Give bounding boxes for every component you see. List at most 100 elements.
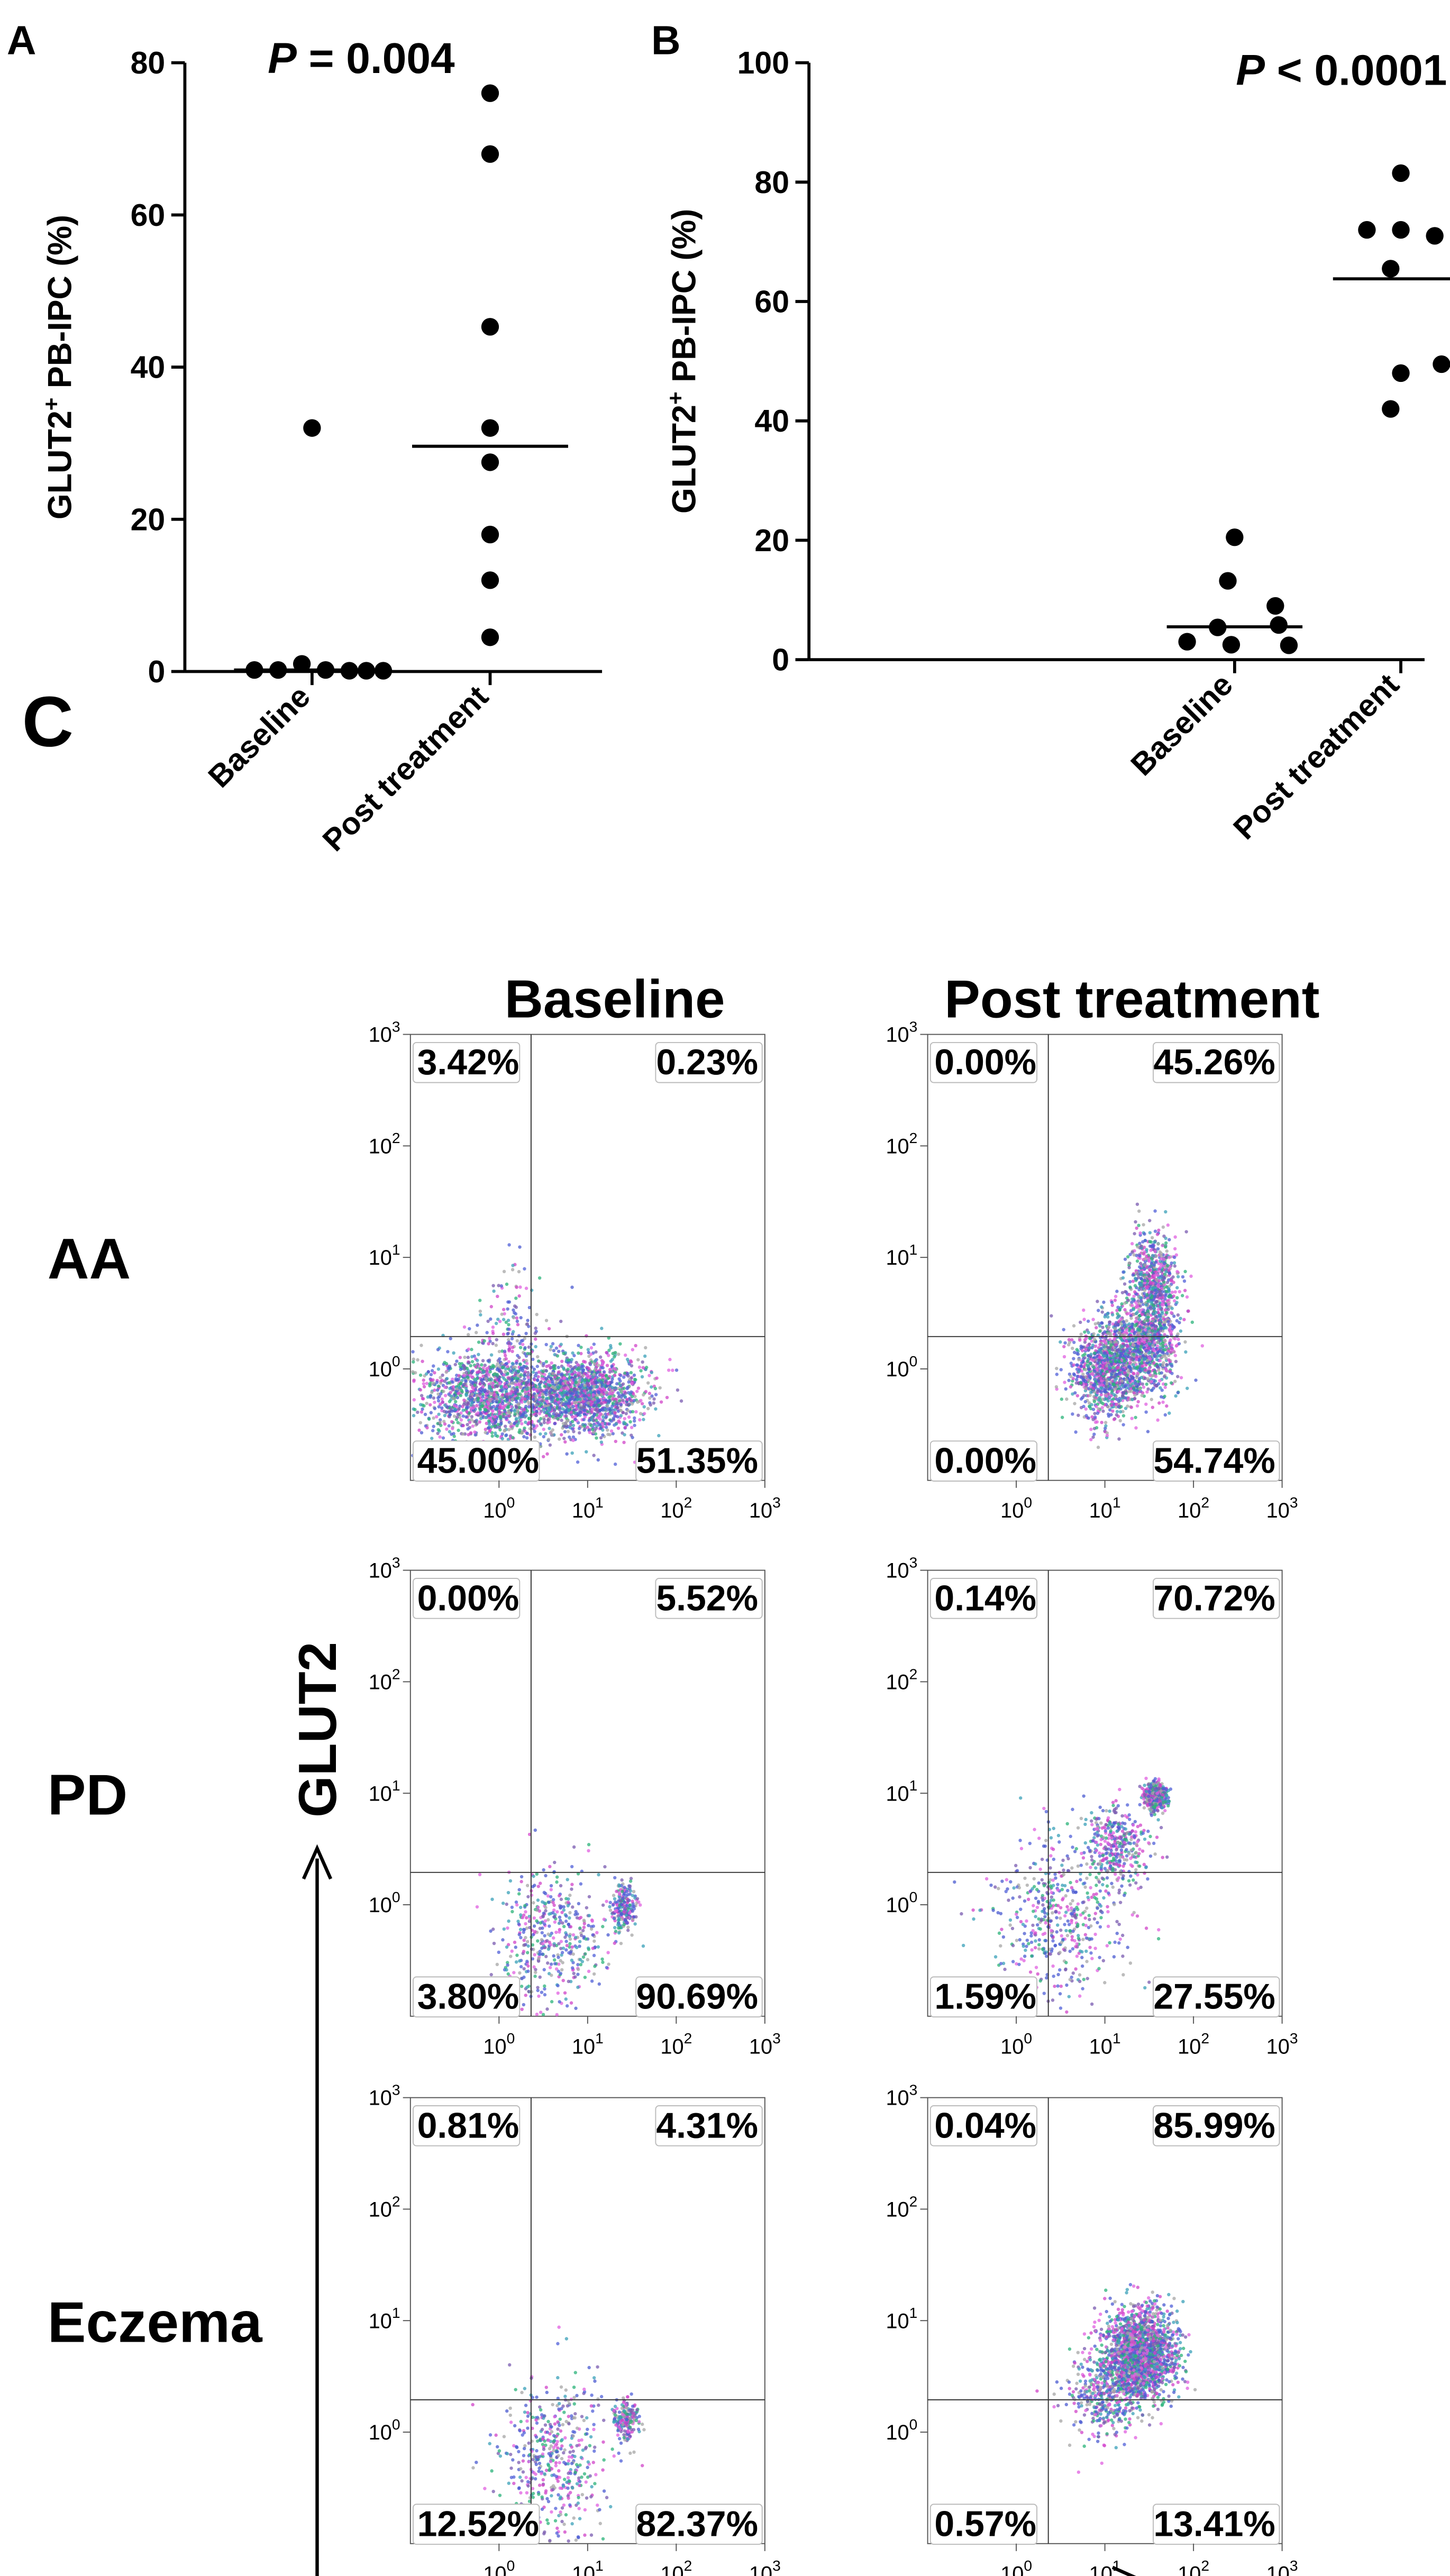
event-dot — [598, 1355, 603, 1359]
event-dot — [515, 1417, 518, 1421]
event-dot — [494, 1344, 498, 1347]
event-dot — [582, 1394, 586, 1397]
event-dot — [420, 1344, 423, 1347]
event-dot — [443, 1413, 447, 1418]
event-dot — [595, 1381, 598, 1384]
event-dot — [1139, 1375, 1144, 1380]
event-dot — [535, 1409, 539, 1413]
event-dot — [577, 1351, 580, 1355]
event-dot — [628, 1420, 632, 1424]
event-dot — [1130, 1357, 1134, 1361]
event-dot — [510, 1349, 514, 1354]
event-dot — [1116, 1354, 1119, 1358]
event-dot — [411, 1370, 415, 1374]
event-dot — [1115, 1366, 1119, 1370]
event-dot — [1157, 1401, 1161, 1405]
event-dot — [489, 1406, 493, 1411]
event-dot — [608, 1370, 612, 1374]
event-dot — [591, 1428, 595, 1431]
event-dot — [487, 1409, 490, 1413]
event-dot — [629, 1359, 633, 1363]
event-dot — [483, 1363, 487, 1367]
event-dot — [1115, 1348, 1119, 1353]
event-dot — [1084, 1407, 1088, 1411]
event-dot — [1117, 1404, 1121, 1408]
event-dot — [1110, 1300, 1114, 1304]
event-dot — [544, 1377, 548, 1381]
event-dot — [1084, 1348, 1088, 1351]
event-dot — [1150, 1380, 1154, 1384]
event-dot — [1151, 1405, 1155, 1409]
event-dot — [510, 1377, 514, 1382]
event-dot — [458, 1362, 462, 1366]
event-dot — [517, 1405, 522, 1410]
event-dot — [470, 1392, 474, 1396]
event-dot — [634, 1344, 637, 1348]
event-dot — [500, 1437, 504, 1441]
event-dot — [1112, 1393, 1116, 1397]
event-dot — [466, 1401, 470, 1405]
event-dot — [626, 1385, 630, 1390]
event-dot — [602, 1370, 606, 1374]
event-dot — [499, 1384, 504, 1389]
event-dot — [486, 1414, 490, 1418]
event-dot — [605, 1364, 609, 1367]
event-dot — [1107, 1346, 1111, 1350]
event-dot — [1077, 1358, 1081, 1362]
event-dot — [676, 1388, 680, 1392]
event-dot — [419, 1403, 423, 1406]
event-dot — [413, 1371, 417, 1375]
event-dot — [423, 1412, 427, 1417]
event-dot — [525, 1431, 529, 1435]
event-dot — [631, 1410, 635, 1414]
event-dot — [507, 1377, 511, 1381]
event-dot — [630, 1364, 634, 1368]
event-dot — [560, 1418, 563, 1422]
event-dot — [597, 1403, 601, 1407]
event-dot — [488, 1339, 492, 1343]
event-dot — [1164, 1382, 1168, 1386]
event-dot — [583, 1378, 587, 1382]
event-dot — [515, 1396, 519, 1400]
event-dot — [1119, 1326, 1124, 1330]
event-dot — [513, 1304, 517, 1308]
event-dot — [1098, 1342, 1102, 1347]
y-tick-label: 100 — [737, 46, 789, 80]
y-log-tick-label: 103 — [369, 1018, 400, 1046]
event-dot — [1083, 1330, 1087, 1334]
event-dot — [1075, 1375, 1079, 1378]
event-dot — [515, 1400, 518, 1404]
event-dot — [1104, 1385, 1108, 1389]
event-dot — [526, 1371, 530, 1375]
event-dot — [417, 1428, 421, 1432]
event-dot — [1172, 1314, 1176, 1318]
event-dot — [1108, 1395, 1111, 1400]
event-dot — [458, 1415, 462, 1419]
event-dot — [1112, 1418, 1116, 1421]
event-dot — [501, 1332, 506, 1336]
event-dot — [544, 1369, 548, 1373]
event-dot — [481, 1395, 485, 1399]
event-dot — [497, 1426, 501, 1430]
event-dot — [543, 1384, 546, 1388]
y-tick-label: 80 — [131, 46, 166, 80]
event-dot — [573, 1418, 577, 1421]
data-point — [1280, 636, 1298, 654]
event-dot — [1104, 1424, 1108, 1428]
event-dot — [444, 1370, 448, 1374]
event-dot — [1050, 1314, 1053, 1318]
event-dot — [1103, 1358, 1107, 1363]
event-dot — [631, 1436, 634, 1439]
event-dot — [1158, 1359, 1162, 1363]
event-dot — [1124, 1389, 1128, 1393]
event-dot — [617, 1395, 621, 1399]
event-dot — [462, 1398, 466, 1402]
event-dot — [1097, 1379, 1100, 1383]
event-dot — [525, 1366, 530, 1370]
event-dot — [1072, 1363, 1076, 1367]
event-dot — [437, 1412, 441, 1416]
event-dot — [541, 1369, 545, 1374]
event-dot — [478, 1299, 482, 1302]
event-dot — [1082, 1308, 1086, 1312]
event-dot — [1175, 1296, 1179, 1300]
